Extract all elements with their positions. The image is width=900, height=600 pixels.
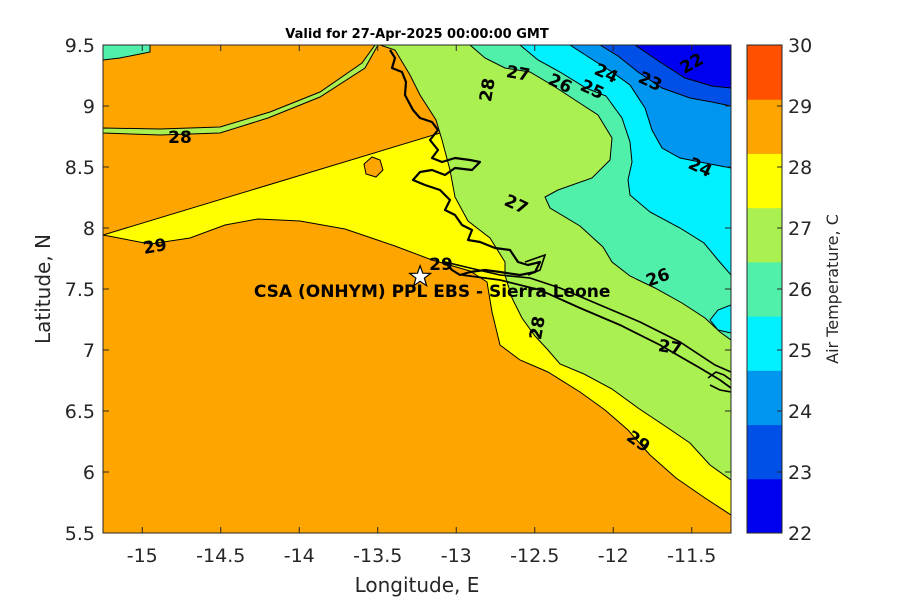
coastline-south	[461, 274, 731, 389]
y-tick-label: 7	[83, 340, 95, 362]
y-tick-label: 9.5	[65, 35, 95, 57]
site-star-icon	[408, 264, 433, 288]
colorbar-tick-label: 23	[788, 462, 812, 484]
x-tick-label: -13.5	[353, 545, 402, 567]
colorbar-segment	[747, 424, 782, 480]
colorbar-tick-label: 26	[788, 279, 812, 301]
y-axis: 5.5 6 6.5 7 7.5 8 8.5 9 9.5	[65, 35, 731, 545]
site-label: CSA (ONHYM) PPL EBS - Sierra Leone	[254, 282, 611, 302]
contour-label: 28	[168, 128, 192, 148]
colorbar-segment	[747, 99, 782, 154]
colorbar-segment	[747, 316, 782, 371]
site-marker-group: CSA (ONHYM) PPL EBS - Sierra Leone	[254, 264, 611, 302]
coastline-islands	[524, 253, 731, 393]
colorbar-segment	[747, 207, 782, 263]
contour-label: 28	[526, 315, 550, 342]
y-tick-label: 6	[83, 462, 95, 484]
band-26-patch-nw	[103, 45, 151, 61]
contour-label: 27	[505, 62, 532, 86]
colorbar-segment	[747, 261, 782, 317]
y-tick-label: 7.5	[65, 279, 95, 301]
colorbar-tick-label: 28	[788, 157, 812, 179]
contour-label: 29	[142, 235, 169, 259]
contour-label: 28	[476, 77, 500, 104]
colorbar-tick-label: 25	[788, 340, 812, 362]
contour-label: 27	[657, 336, 684, 360]
x-tick-label: -12.5	[510, 545, 559, 567]
colorbar-tick-label: 27	[788, 218, 812, 240]
contour-map	[103, 45, 731, 533]
colorbar-segment	[747, 153, 782, 209]
x-tick-label: -14.5	[196, 545, 245, 567]
colorbar-segment	[747, 478, 782, 534]
x-tick-label: -14	[284, 545, 315, 567]
y-axis-title: Latitude, N	[31, 234, 55, 344]
coastline-estuary	[444, 261, 731, 373]
colorbar: 22 23 24 25 26 27 28 29 30	[746, 35, 812, 545]
x-axis: -15 -14.5 -14 -13.5 -13 -12.5 -12 -11.5	[127, 45, 716, 567]
x-axis-title: Longitude, E	[355, 573, 480, 597]
band-25-patch-east	[709, 304, 731, 334]
y-tick-label: 8.5	[65, 157, 95, 179]
contour-label: 29	[429, 255, 453, 275]
x-tick-label: -13	[441, 545, 472, 567]
band-27	[103, 45, 731, 481]
y-tick-label: 6.5	[65, 401, 95, 423]
y-tick-label: 9	[83, 96, 95, 118]
band-22	[634, 45, 731, 89]
x-tick-label: -12	[598, 545, 629, 567]
colorbar-segment	[747, 45, 782, 100]
colorbar-tick-label: 29	[788, 96, 812, 118]
x-tick-label: -11.5	[667, 545, 716, 567]
colorbar-segment	[747, 370, 782, 426]
band-29-island	[363, 156, 384, 178]
chart-title: Valid for 27-Apr-2025 00:00:00 GMT	[285, 27, 549, 42]
colorbar-tick-label: 30	[788, 35, 812, 57]
colorbar-title: Air Temperature, C	[823, 214, 842, 364]
y-tick-label: 5.5	[65, 523, 95, 545]
colorbar-tick-label: 22	[788, 523, 812, 545]
colorbar-tick-label: 24	[788, 401, 812, 423]
x-tick-label: -15	[127, 545, 158, 567]
coastline	[389, 49, 542, 277]
y-tick-label: 8	[83, 218, 95, 240]
